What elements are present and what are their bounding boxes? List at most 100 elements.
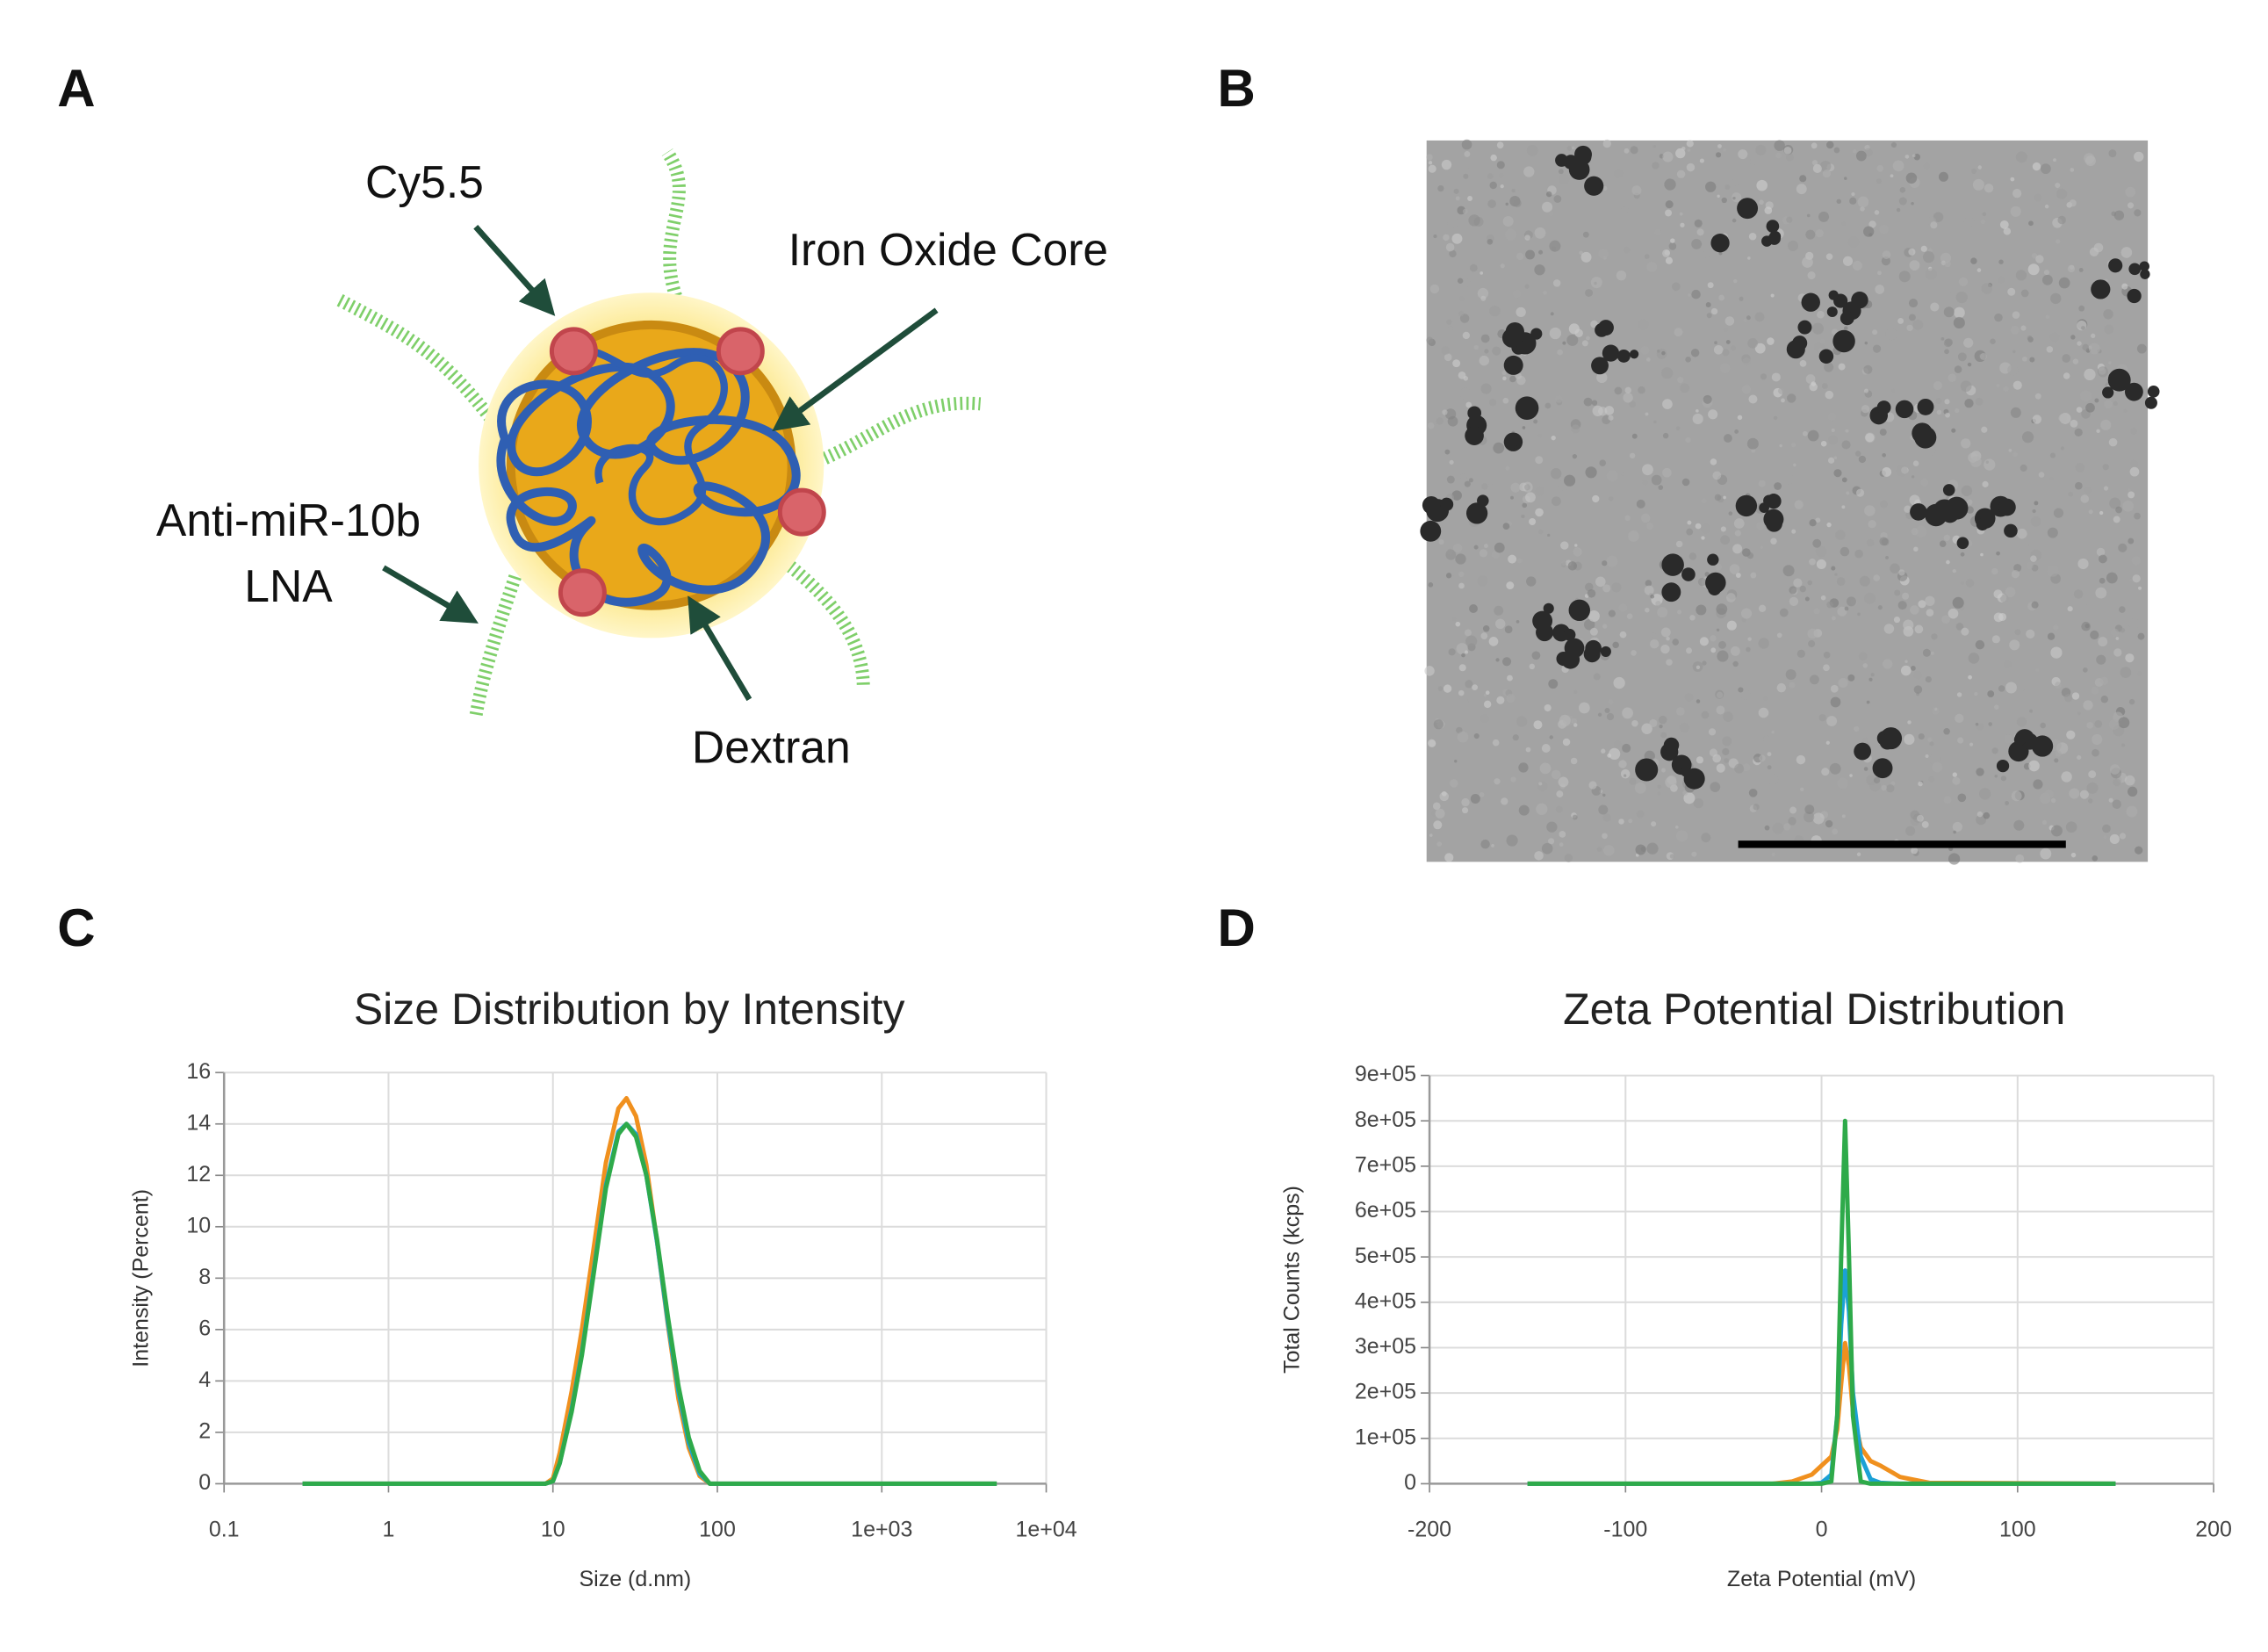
tem-grain bbox=[1734, 530, 1741, 537]
tem-grain bbox=[1701, 536, 1705, 540]
tem-grain bbox=[2041, 163, 2051, 175]
tem-grain bbox=[2058, 414, 2067, 422]
tem-grain bbox=[1661, 367, 1674, 379]
tem-grain bbox=[1636, 499, 1645, 509]
tem-grain bbox=[2097, 366, 2109, 378]
y-tick-label: 2 bbox=[198, 1418, 211, 1443]
tem-grain bbox=[1822, 169, 1832, 178]
tem-grain bbox=[1649, 639, 1660, 649]
tem-grain bbox=[1996, 551, 2000, 556]
tem-grain bbox=[1650, 594, 1655, 599]
tem-grain bbox=[1746, 315, 1751, 321]
tem-grain bbox=[1947, 292, 1951, 296]
tem-grain bbox=[1446, 548, 1453, 555]
tem-grain bbox=[1753, 804, 1760, 811]
tem-grain bbox=[1480, 334, 1490, 343]
tem-grain bbox=[1638, 386, 1645, 394]
x-tick-label: 1 bbox=[383, 1517, 395, 1541]
tem-particle bbox=[2128, 263, 2142, 276]
tem-grain bbox=[2102, 824, 2111, 833]
tem-grain bbox=[2115, 506, 2122, 514]
tem-grain bbox=[1586, 335, 1590, 341]
tem-grain bbox=[1855, 488, 1865, 497]
tem-grain bbox=[2103, 486, 2109, 491]
tem-grain bbox=[2031, 253, 2038, 259]
tem-grain bbox=[1933, 381, 1942, 391]
y-tick-label: 7e+05 bbox=[1355, 1152, 1416, 1177]
tem-grain bbox=[2055, 750, 2062, 757]
tem-grain bbox=[1687, 520, 1692, 525]
tem-grain bbox=[1955, 713, 1964, 724]
tem-grain bbox=[1685, 356, 1691, 363]
tem-grain bbox=[2113, 210, 2125, 220]
tem-grain bbox=[1671, 282, 1681, 292]
tem-grain bbox=[1623, 246, 1631, 254]
tem-grain bbox=[2124, 775, 2135, 786]
tem-grain bbox=[1427, 739, 1436, 747]
tem-grain bbox=[1877, 605, 1883, 610]
tem-grain bbox=[1786, 216, 1793, 223]
tem-grain bbox=[1993, 612, 2004, 623]
tem-grain bbox=[1677, 376, 1684, 384]
tem-grain bbox=[1631, 433, 1638, 439]
tem-grain bbox=[1578, 702, 1590, 714]
tem-grain bbox=[1436, 417, 1444, 425]
tem-grain bbox=[1908, 299, 1919, 308]
tem-grain bbox=[2020, 289, 2029, 298]
tem-particle bbox=[2021, 732, 2039, 750]
tem-grain bbox=[1955, 408, 1960, 414]
tem-grain bbox=[1980, 219, 1986, 225]
tem-grain bbox=[1538, 249, 1544, 255]
tem-grain bbox=[1458, 310, 1465, 317]
tem-grain bbox=[1915, 525, 1927, 537]
tem-grain bbox=[2041, 819, 2047, 825]
tem-grain bbox=[1821, 383, 1828, 389]
tem-grain bbox=[1629, 400, 1636, 408]
cy55-dye bbox=[549, 327, 598, 376]
tem-grain bbox=[1682, 790, 1688, 796]
tem-grain bbox=[1781, 398, 1785, 403]
tem-grain bbox=[1958, 277, 1969, 286]
tem-grain bbox=[1570, 757, 1578, 765]
tem-grain bbox=[1573, 689, 1578, 694]
tem-grain bbox=[1646, 261, 1658, 272]
tem-grain bbox=[1858, 455, 1867, 464]
tem-grain bbox=[1666, 659, 1673, 666]
tem-grain bbox=[1864, 148, 1873, 157]
tem-grain bbox=[1750, 572, 1757, 579]
tem-grain bbox=[1975, 639, 1985, 650]
tem-grain bbox=[1960, 552, 1965, 557]
tem-particle bbox=[1792, 335, 1808, 351]
tem-grain bbox=[2128, 698, 2135, 705]
tem-grain bbox=[2125, 653, 2135, 663]
tem-grain bbox=[1930, 651, 1934, 655]
tem-grain bbox=[1518, 804, 1530, 816]
tem-particle bbox=[1910, 503, 1927, 521]
tem-grain bbox=[2000, 776, 2007, 782]
tem-grain bbox=[1998, 685, 2005, 692]
tem-grain bbox=[1874, 210, 1880, 215]
tem-grain bbox=[1771, 372, 1781, 382]
tem-grain bbox=[1723, 495, 1726, 500]
tem-particle bbox=[1536, 623, 1554, 642]
tem-grain bbox=[1984, 184, 1994, 193]
tem-grain bbox=[1435, 808, 1445, 819]
tem-grain bbox=[2128, 618, 2140, 630]
tem-grain bbox=[1955, 623, 1964, 631]
tem-grain bbox=[1930, 302, 1940, 312]
tem-grain bbox=[1809, 519, 1817, 527]
tem-grain bbox=[1701, 498, 1707, 504]
tem-grain bbox=[2050, 292, 2062, 305]
tem-grain bbox=[1660, 627, 1671, 638]
tem-grain bbox=[1717, 650, 1729, 662]
tem-grain bbox=[2102, 464, 2109, 471]
tem-grain bbox=[1606, 712, 1615, 721]
tem-grain bbox=[1595, 576, 1606, 588]
tem-grain bbox=[1754, 343, 1766, 354]
tem-particle bbox=[1555, 154, 1568, 167]
tem-grain bbox=[1588, 781, 1597, 790]
tem-grain bbox=[1479, 549, 1488, 558]
tem-grain bbox=[2122, 500, 2135, 512]
tem-grain bbox=[1885, 328, 1897, 341]
tem-grain bbox=[2096, 547, 2106, 557]
